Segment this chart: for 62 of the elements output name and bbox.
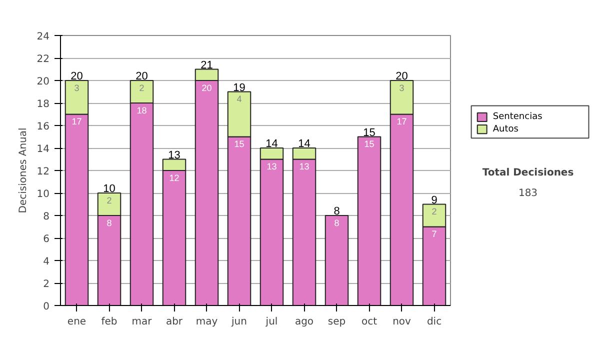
x-tick-label: dic [426, 316, 442, 328]
total-label: 21 [200, 59, 213, 72]
x-tick-label: nov [392, 316, 412, 328]
y-tick-label: 16 [36, 122, 50, 132]
total-label: 14 [298, 138, 310, 150]
total-label: 20 [70, 70, 83, 82]
data-label: 8 [334, 218, 340, 228]
y-tick-label: 10 [36, 189, 50, 200]
y-tick-label: 14 [36, 144, 50, 155]
y-tick-label: 4 [43, 256, 50, 268]
data-label: 3 [399, 82, 404, 93]
total-label: 20 [136, 70, 148, 82]
data-label: 15 [364, 139, 374, 150]
total-label: 20 [396, 70, 408, 82]
total-label: 13 [168, 149, 180, 162]
x-tick-label: may [196, 316, 218, 328]
data-label: 20 [202, 82, 212, 93]
y-tick-label: 18 [36, 99, 50, 110]
data-label: 13 [299, 162, 310, 172]
data-label: 2 [106, 195, 112, 206]
text: 183 [518, 188, 538, 200]
y-tick-label: 12 [36, 166, 50, 178]
x-tick-label: abr [166, 316, 184, 328]
total-label: 8 [334, 206, 340, 218]
y-axis-title: Decisiones Anual [18, 128, 29, 214]
bar [357, 136, 382, 306]
y-tick-label: 20 [36, 76, 50, 88]
data-label: 8 [106, 218, 112, 228]
legend-label: Autos [492, 124, 519, 134]
x-tick-label: feb [101, 316, 118, 328]
x-tick-label: oct [361, 316, 378, 328]
y-tick-label: 2 [43, 279, 50, 290]
data-label: 13 [266, 162, 277, 172]
data-label: 12 [169, 172, 180, 183]
data-label: 3 [74, 82, 80, 93]
x-tick-label: ene [67, 316, 86, 328]
x-tick-label: jul [264, 316, 278, 328]
data-label: 18 [136, 105, 147, 116]
x-tick-label: jun [230, 316, 247, 328]
y-tick-label: 22 [36, 54, 50, 65]
total-label: 15 [363, 126, 376, 139]
x-tick-label: ago [294, 316, 314, 328]
data-label: 17 [396, 116, 407, 127]
y-tick-label: 24 [36, 32, 50, 42]
y-tick-label: 0 [43, 302, 50, 312]
legend-label: Sentencias [492, 112, 543, 122]
data-label: 2 [432, 206, 437, 217]
data-label: 2 [139, 82, 144, 93]
total-label: 9 [431, 194, 438, 206]
x-tick-label: sep [328, 316, 346, 328]
y-tick-label: 8 [43, 212, 50, 222]
y-tick-label: 6 [43, 234, 50, 245]
total-label: 14 [266, 138, 278, 150]
x-tick-label: mar [132, 316, 153, 328]
data-label: 15 [234, 139, 244, 150]
data-label: 7 [432, 229, 437, 240]
data-label: 17 [72, 116, 82, 127]
total-label: 19 [233, 82, 246, 94]
bar [324, 215, 349, 306]
text: Total Decisiones [482, 168, 574, 179]
total-label: 10 [103, 183, 116, 195]
data-label: 4 [236, 94, 242, 104]
